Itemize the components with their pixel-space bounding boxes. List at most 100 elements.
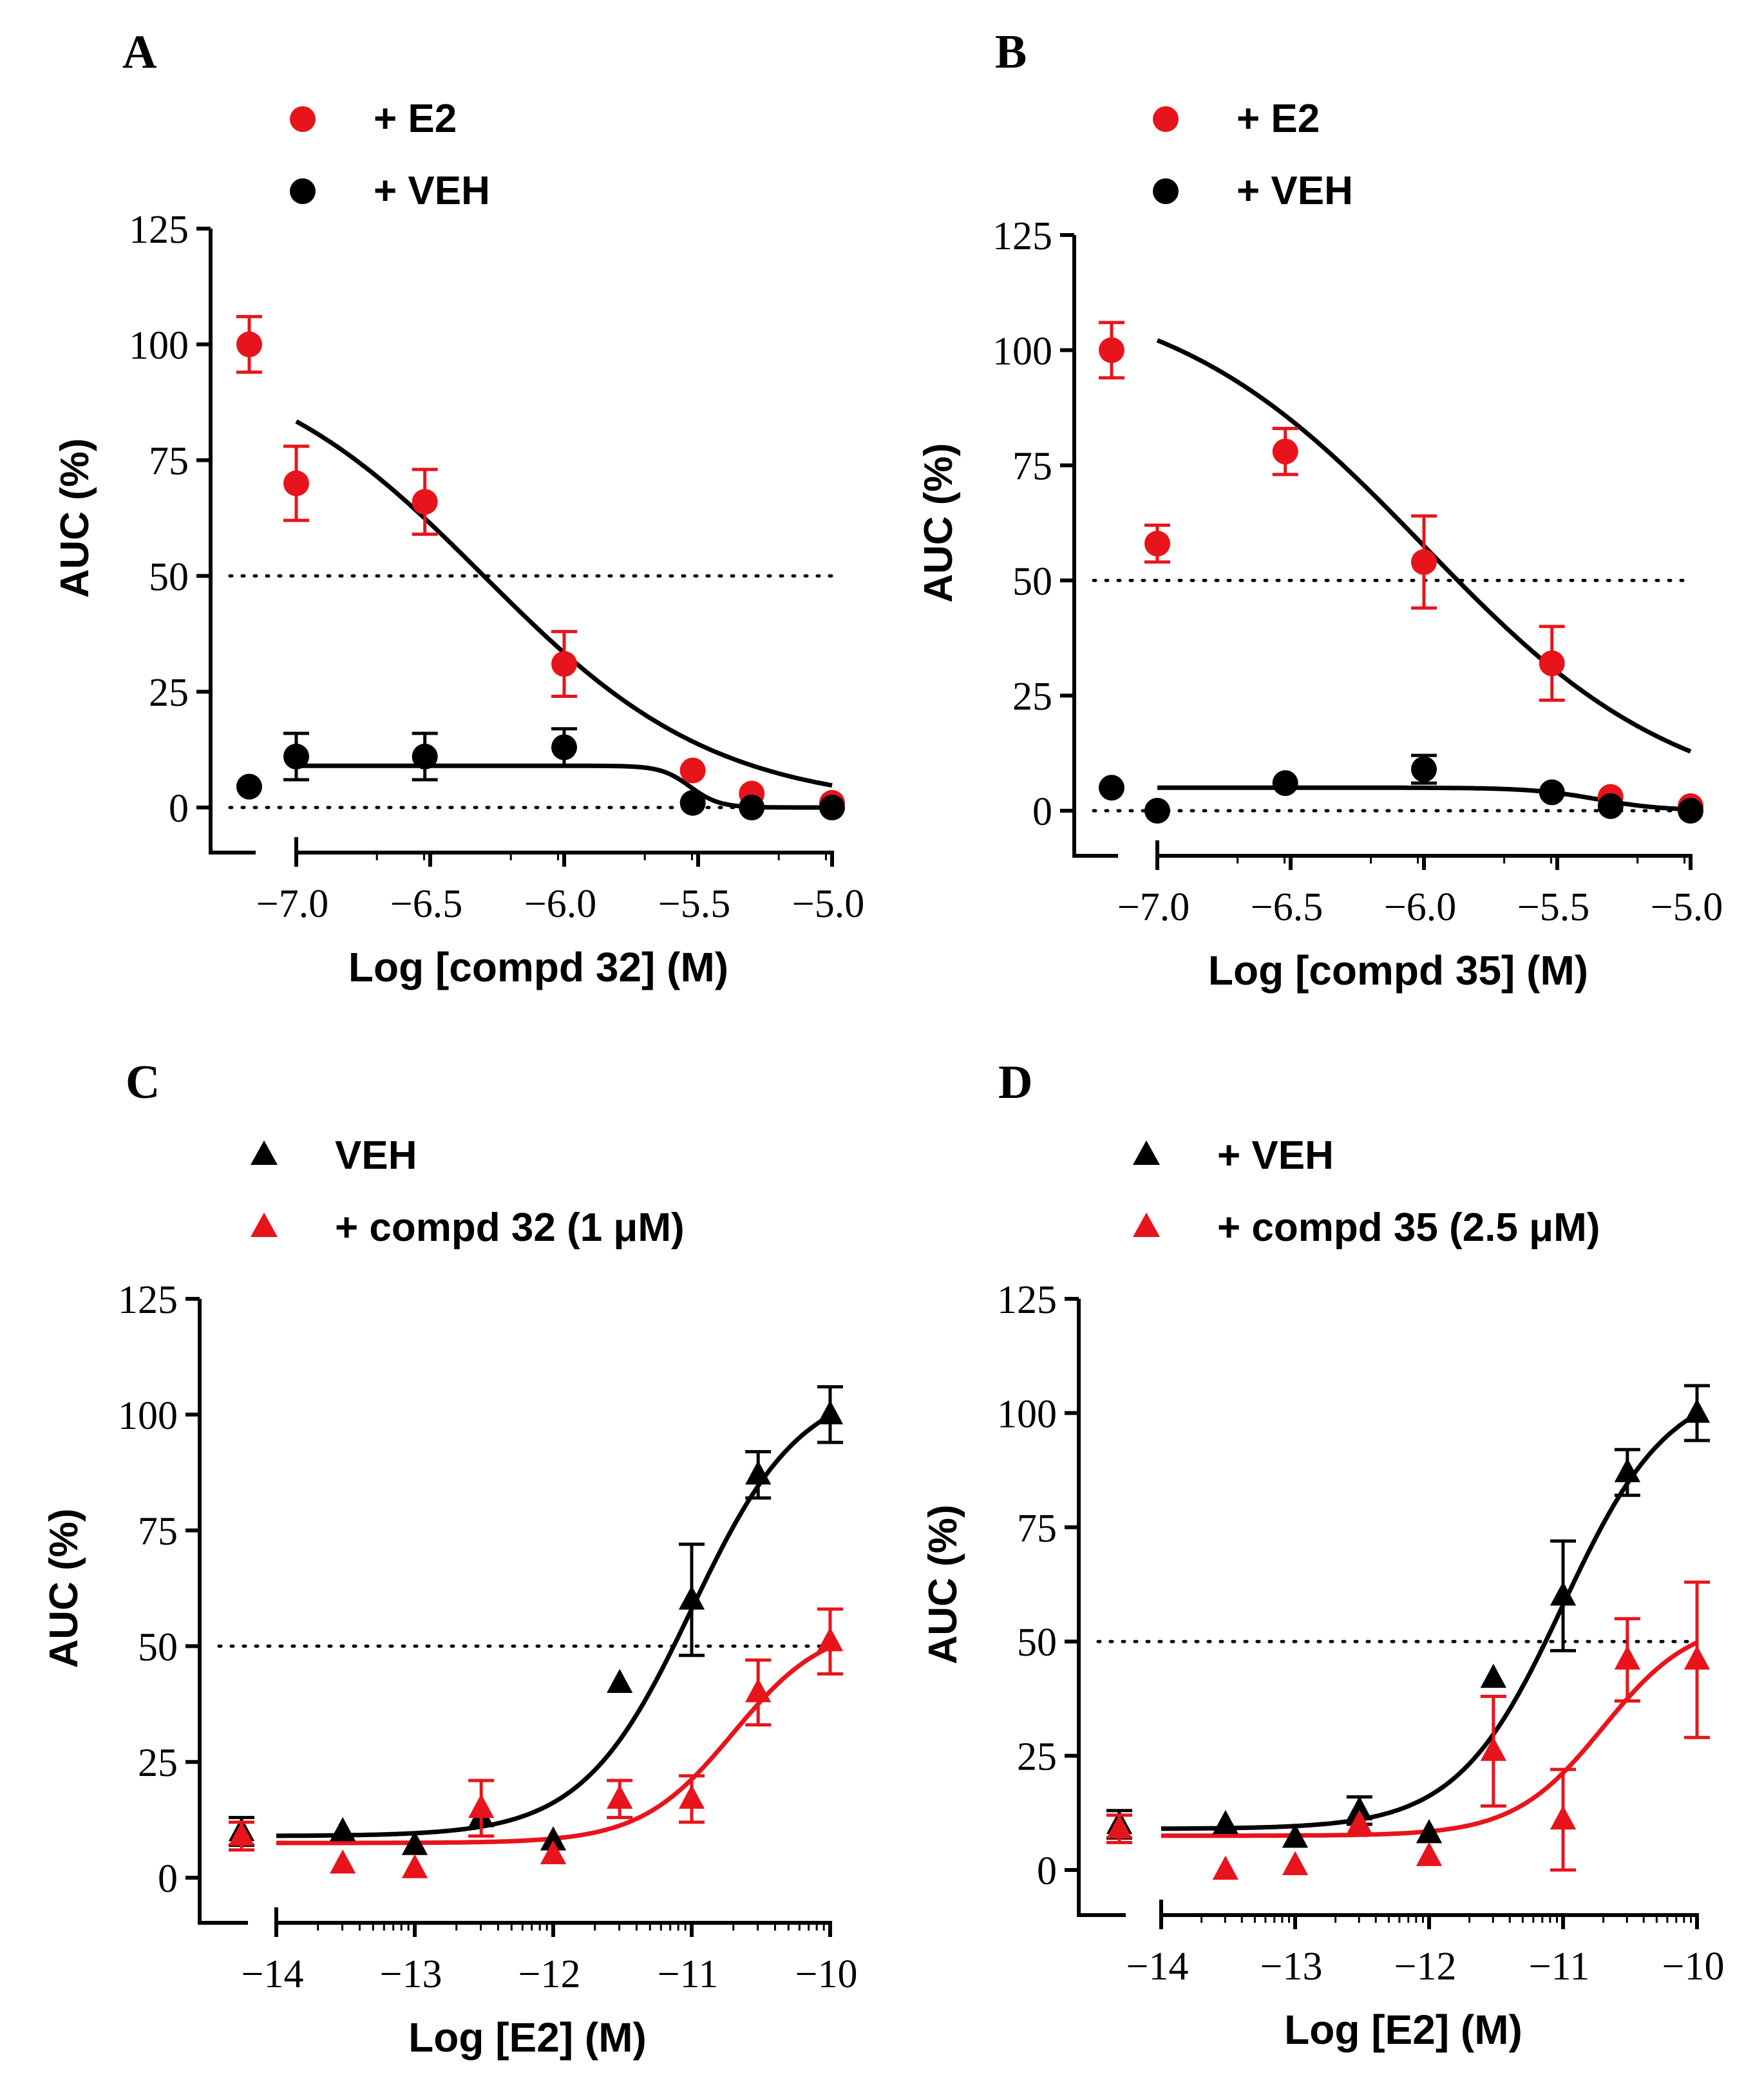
y-tick-label: 125 bbox=[129, 208, 189, 252]
data-point bbox=[745, 1460, 772, 1485]
legend-label: + compd 35 (2.5 μM) bbox=[1217, 1205, 1600, 1250]
y-tick-label: 25 bbox=[149, 671, 189, 715]
data-point bbox=[679, 789, 706, 816]
legend-label: + E2 bbox=[374, 97, 457, 141]
panel-letter: D bbox=[998, 1056, 1032, 1109]
data-point bbox=[1539, 650, 1565, 677]
x-axis-title: Log [compd 35] (M) bbox=[1208, 947, 1588, 994]
legend-marker bbox=[251, 1140, 278, 1165]
x-axis-title: Log [compd 32] (M) bbox=[348, 944, 728, 990]
data-point bbox=[745, 1678, 772, 1703]
x-tick-label: −5.0 bbox=[1651, 885, 1723, 929]
x-tick-label: −14 bbox=[1126, 1945, 1189, 1988]
y-tick-label: 75 bbox=[138, 1510, 178, 1554]
data-point bbox=[551, 651, 577, 677]
x-axis-title: Log [E2] (M) bbox=[1284, 2007, 1522, 2053]
data-point bbox=[540, 1840, 567, 1865]
data-point bbox=[330, 1849, 356, 1874]
y-tick-label: 100 bbox=[118, 1394, 178, 1438]
data-point bbox=[678, 1585, 705, 1610]
data-point bbox=[1099, 337, 1124, 363]
x-tick-label: −5.5 bbox=[1517, 885, 1589, 929]
chart-panel-c: C 0 25 50 75 100 125 −14 −13 −12 −11 −10 AUC (%) Log … bbox=[42, 1056, 857, 2061]
x-tick-label: −5.5 bbox=[658, 882, 730, 926]
legend-marker bbox=[251, 1213, 278, 1237]
data-point bbox=[819, 795, 845, 820]
data-point bbox=[1282, 1851, 1309, 1876]
y-tick-label: 125 bbox=[992, 214, 1052, 258]
data-point bbox=[330, 1817, 356, 1842]
y-tick-label: 100 bbox=[997, 1392, 1057, 1436]
data-point bbox=[1614, 1458, 1640, 1482]
y-tick-label: 50 bbox=[1012, 560, 1052, 603]
y-tick-label: 0 bbox=[1032, 790, 1052, 834]
x-tick-label: −6.0 bbox=[524, 882, 596, 926]
data-point bbox=[236, 773, 262, 800]
legend-label: VEH bbox=[335, 1133, 417, 1178]
x-tick-label: −11 bbox=[658, 1952, 719, 1996]
x-tick-label: −6.5 bbox=[390, 882, 462, 926]
data-point bbox=[1282, 1824, 1309, 1848]
data-point bbox=[283, 743, 309, 770]
y-tick-label: 50 bbox=[138, 1625, 178, 1669]
panel-letter: A bbox=[122, 26, 156, 79]
y-tick-label: 50 bbox=[1017, 1621, 1057, 1665]
fit-curve-b bbox=[276, 1645, 831, 1846]
x-tick-label: −12 bbox=[1394, 1945, 1457, 1988]
data-point bbox=[540, 1826, 567, 1851]
legend-label: + compd 32 (1 μM) bbox=[335, 1205, 685, 1250]
data-point bbox=[607, 1784, 633, 1809]
y-axis-title: AUC (%) bbox=[42, 1509, 86, 1668]
data-point bbox=[1416, 1842, 1443, 1866]
x-tick-label: −10 bbox=[795, 1952, 858, 1996]
chart-panel-b: B 0 25 50 75 100 125 −7.0 −6.5 −6.0 −5.5 −5.0 AUC (%… bbox=[916, 26, 1723, 994]
x-tick-label: −7.0 bbox=[256, 882, 328, 926]
x-tick-label: −6.0 bbox=[1384, 885, 1456, 929]
x-tick-label: −14 bbox=[242, 1952, 304, 1996]
panel-letter: C bbox=[126, 1056, 160, 1109]
legend-marker bbox=[290, 106, 316, 132]
data-point bbox=[1614, 1645, 1640, 1670]
legend-label: + VEH bbox=[374, 169, 490, 213]
legend-label: + E2 bbox=[1237, 97, 1320, 141]
y-axis-title: AUC (%) bbox=[921, 1505, 965, 1665]
data-point bbox=[1480, 1737, 1506, 1761]
data-point bbox=[1411, 549, 1437, 575]
fit-curve-a bbox=[276, 1413, 831, 1838]
data-point bbox=[1346, 1809, 1372, 1835]
y-tick-label: 75 bbox=[1017, 1507, 1057, 1551]
data-point bbox=[1272, 770, 1298, 797]
y-tick-label: 100 bbox=[129, 324, 189, 368]
data-point bbox=[228, 1821, 255, 1846]
legend-marker bbox=[1153, 178, 1179, 204]
legend-label: + VEH bbox=[1217, 1133, 1334, 1178]
y-tick-label: 75 bbox=[1012, 445, 1052, 489]
data-point bbox=[236, 331, 262, 357]
x-tick-label: −7.0 bbox=[1117, 885, 1190, 929]
data-point bbox=[607, 1668, 633, 1694]
fit-curve-b bbox=[1161, 1640, 1698, 1838]
legend-marker bbox=[290, 178, 316, 204]
legend-label: + VEH bbox=[1237, 169, 1353, 213]
data-point bbox=[1212, 1855, 1238, 1880]
data-point bbox=[412, 489, 438, 515]
data-point bbox=[1539, 779, 1565, 806]
y-tick-label: 125 bbox=[997, 1278, 1057, 1322]
data-point bbox=[1144, 531, 1170, 557]
data-point bbox=[1099, 775, 1124, 801]
data-point bbox=[817, 1627, 844, 1652]
data-point bbox=[412, 743, 438, 770]
y-tick-label: 25 bbox=[1017, 1735, 1057, 1779]
data-point bbox=[679, 757, 706, 784]
data-point bbox=[678, 1784, 705, 1809]
y-tick-label: 0 bbox=[169, 787, 189, 831]
y-tick-label: 125 bbox=[118, 1278, 178, 1322]
data-point bbox=[817, 1400, 844, 1424]
x-tick-label: −10 bbox=[1662, 1945, 1725, 1988]
x-tick-label: −13 bbox=[380, 1952, 442, 1996]
data-point bbox=[283, 470, 309, 496]
y-axis-title: AUC (%) bbox=[916, 443, 961, 603]
data-point bbox=[1597, 793, 1624, 819]
y-tick-label: 75 bbox=[149, 440, 189, 484]
x-tick-label: −12 bbox=[518, 1952, 581, 1996]
